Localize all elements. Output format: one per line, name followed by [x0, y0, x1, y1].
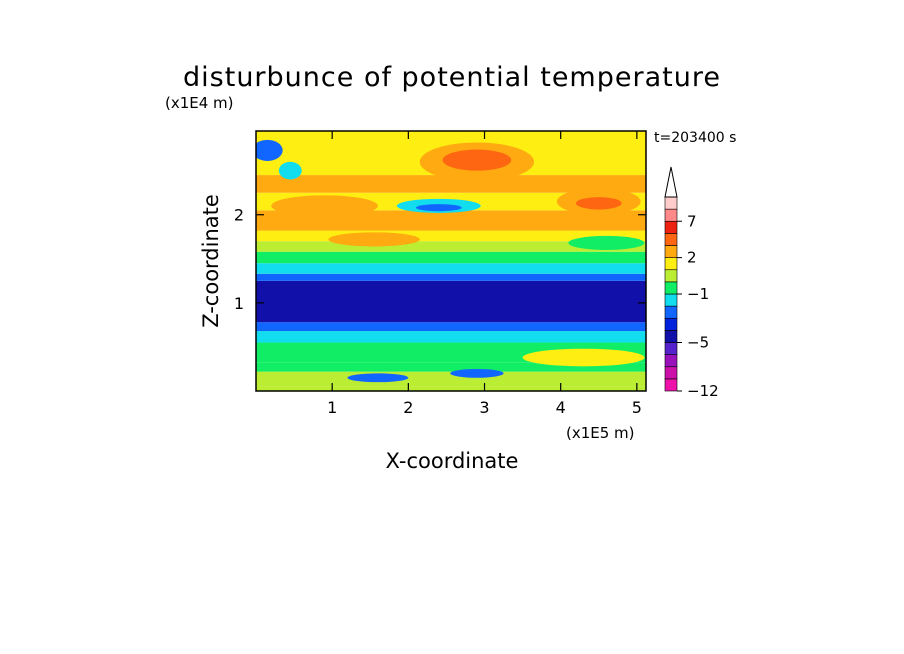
x-tick-label-2: 2 [403, 398, 413, 417]
colorbar-tick-label-3: −5 [687, 334, 709, 352]
colorbar-tick-label-2: −1 [687, 285, 709, 303]
axes: 1 2 3 4 5 1 2 [234, 131, 646, 417]
x-tick-label-1: 1 [327, 398, 337, 417]
colorbar-swatch-10 [664, 257, 678, 271]
contour-feature-7 [415, 204, 462, 212]
contour-band-4 [256, 331, 646, 343]
y-axis-title: Z-coordinate [199, 194, 223, 328]
x-tick-label-3: 3 [479, 398, 489, 417]
contour-band-9 [256, 251, 646, 264]
colorbar-swatch-14 [664, 208, 678, 222]
contour-field [256, 131, 646, 391]
colorbar-tick-label-4: −12 [687, 382, 719, 400]
colorbar-swatch-2 [664, 354, 678, 368]
contour-feature-4 [575, 197, 622, 210]
chart-title: disturbunce of potential temperature [183, 62, 721, 93]
contour-band-11 [256, 230, 646, 242]
colorbar-swatch-13 [664, 220, 678, 234]
contour-feature-8 [256, 139, 283, 161]
plot-frame [255, 130, 647, 392]
colorbar-swatch-12 [664, 233, 678, 246]
contour-feature-2 [271, 195, 378, 217]
x-tick-label-5: 5 [632, 398, 642, 417]
contour-band-14 [256, 175, 646, 193]
x-tick-label-4: 4 [556, 398, 566, 417]
colorbar-swatch-15 [664, 196, 678, 210]
contour-band-8 [256, 263, 646, 274]
contour-feature-11 [347, 373, 409, 383]
x-unit-label: (x1E5 m) [566, 424, 635, 442]
contour-band-10 [256, 241, 646, 252]
colorbar-swatch-7 [664, 293, 678, 307]
contour-feature-13 [568, 235, 645, 250]
contour-feature-1 [442, 149, 512, 171]
contour-band-6 [256, 280, 646, 323]
contour-band-2 [256, 362, 646, 372]
time-label: t=203400 s [654, 130, 736, 146]
colorbar-swatch-4 [664, 330, 678, 343]
contour-band-12 [256, 210, 646, 231]
colorbar-swatch-5 [664, 317, 678, 331]
contour-band-16 [256, 131, 646, 154]
colorbar-tick-label-0: 7 [687, 212, 697, 230]
colorbar-swatch-6 [664, 305, 678, 319]
colorbar: 7 2 −1 −5 −12 [664, 166, 719, 400]
contour-feature-9 [278, 161, 302, 180]
colorbar-extend-arrow [664, 166, 678, 198]
contour-band-0 [256, 386, 646, 391]
contour-band-5 [256, 322, 646, 332]
contour-band-7 [256, 273, 646, 281]
colorbar-swatch-8 [664, 281, 678, 295]
contour-feature-5 [328, 232, 420, 247]
colorbar-swatch-9 [664, 269, 678, 283]
colorbar-swatch-1 [664, 366, 678, 380]
y-unit-label: (x1E4 m) [165, 94, 234, 112]
colorbar-swatch-3 [664, 342, 678, 355]
contour-feature-12 [450, 368, 504, 378]
y-tick-label-2: 2 [234, 206, 244, 225]
colorbar-tick-label-1: 2 [687, 249, 697, 267]
colorbar-swatch-11 [664, 245, 678, 258]
y-tick-label-1: 1 [234, 294, 244, 313]
contour-feature-10 [522, 348, 645, 367]
x-axis-title: X-coordinate [386, 449, 519, 473]
colorbar-swatch-0 [664, 378, 678, 392]
